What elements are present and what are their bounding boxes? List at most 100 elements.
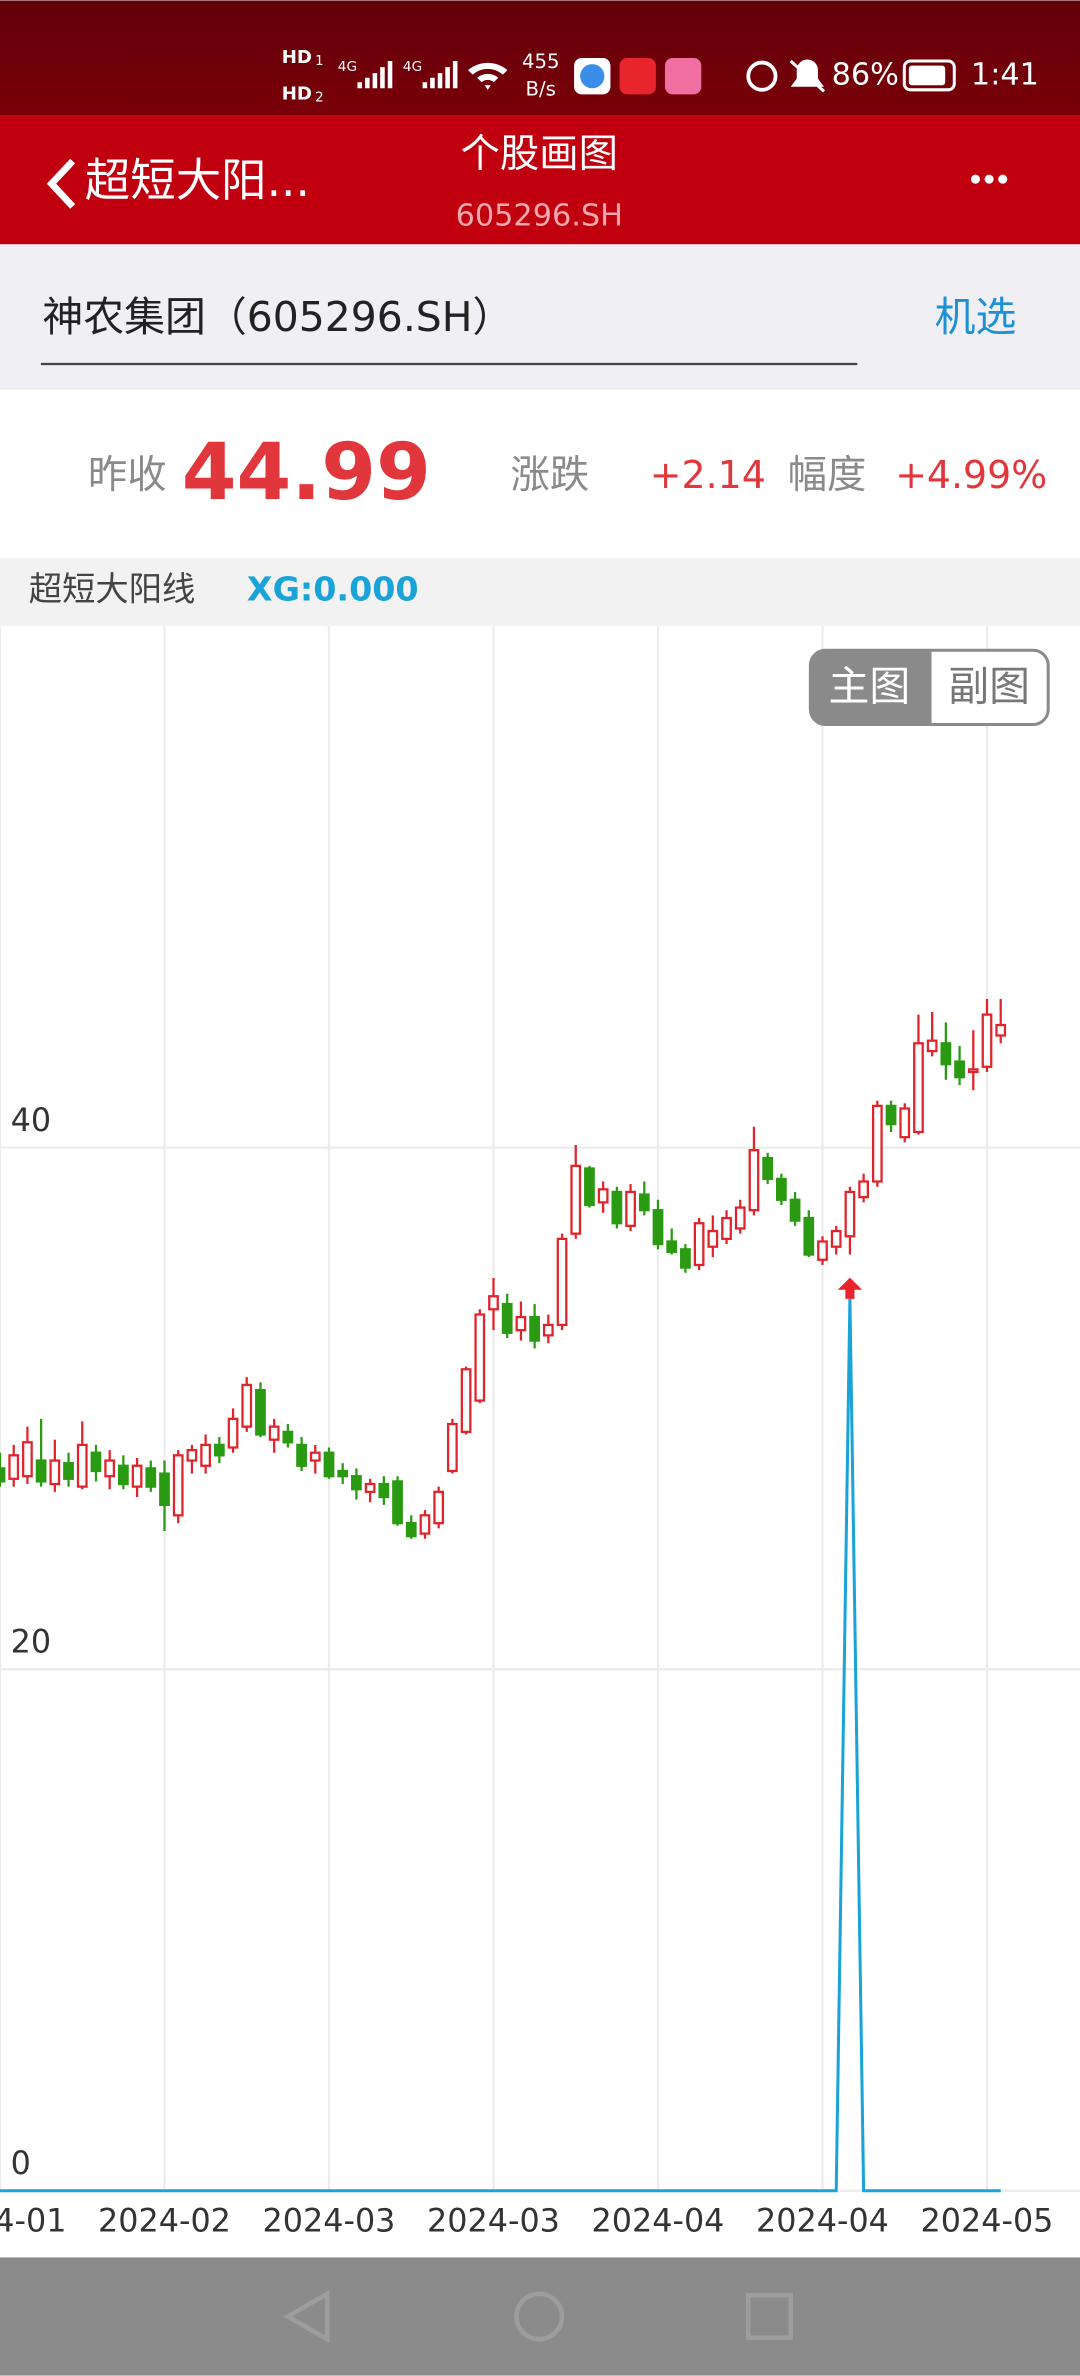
mute-icon [789, 59, 826, 93]
candle-body [172, 1454, 184, 1517]
hd-label: HD [282, 83, 312, 104]
nav-recent[interactable] [746, 2292, 793, 2340]
candle-body [296, 1443, 307, 1467]
candle-body [940, 1042, 952, 1066]
clock: 1:41 [971, 58, 1039, 93]
signal-icon [357, 61, 393, 89]
candle-body [145, 1467, 157, 1488]
candle-body [899, 1107, 911, 1139]
candle-body [913, 1042, 924, 1134]
x-tick-label: 2024-03 [263, 2203, 396, 2240]
candle-body [104, 1459, 116, 1478]
candle-body [474, 1313, 486, 1402]
candle-body [49, 1459, 61, 1486]
y-tick-label: 40 [11, 1102, 51, 1139]
battery-level [908, 65, 946, 86]
candle-body [967, 1068, 979, 1074]
main-chart-tab[interactable]: 主图 [829, 663, 911, 711]
candle-body [76, 1443, 88, 1488]
hd-index: 2 [315, 89, 324, 105]
candle-body [0, 1467, 6, 1483]
candle-body [529, 1315, 540, 1342]
candle-body [200, 1443, 212, 1467]
candle-body [433, 1490, 445, 1525]
candle-body [680, 1248, 691, 1269]
candle-body [35, 1459, 47, 1483]
hd-label: HD [282, 47, 312, 68]
prev-close: 44.99 [182, 426, 431, 518]
candle-body [117, 1464, 129, 1486]
chart-area [0, 626, 1080, 2258]
network-speed: 455 [522, 50, 560, 73]
nav-home[interactable] [514, 2291, 565, 2342]
candle-body [556, 1237, 568, 1327]
wifi-icon [468, 62, 508, 90]
candle-body [392, 1480, 403, 1525]
candle-body [542, 1323, 554, 1337]
page-subtitle: 605296.SH [456, 199, 623, 234]
candle-body [159, 1472, 170, 1507]
back-title[interactable]: 超短大阳... [85, 154, 310, 207]
x-tick-label: 2024-05 [921, 2203, 1054, 2240]
candle-body [186, 1448, 198, 1462]
alarm-icon [746, 60, 778, 92]
candle-body [131, 1464, 143, 1488]
candle-body [652, 1209, 664, 1246]
candle-body [488, 1295, 499, 1311]
network-type: 4G [338, 59, 357, 75]
candle-body [460, 1368, 472, 1433]
candle-body [419, 1514, 431, 1535]
candle-body [501, 1302, 513, 1334]
nav-bar [0, 2257, 1080, 2376]
xg-line [0, 1298, 1001, 2193]
candle-body [748, 1149, 760, 1212]
status-bar [0, 0, 1080, 116]
candle-body [721, 1216, 732, 1241]
candle-body [323, 1451, 335, 1478]
candle-body [844, 1190, 856, 1238]
signal-arrow [837, 1277, 863, 1299]
candle-body [282, 1430, 294, 1444]
nav-back[interactable] [283, 2289, 330, 2344]
candle-body [817, 1240, 828, 1261]
candle-body [693, 1222, 705, 1267]
candle-body [227, 1417, 239, 1449]
candle-body [378, 1482, 390, 1499]
change-value: +2.14 [650, 453, 766, 497]
more-button[interactable] [970, 174, 1008, 184]
y-tick-label: 0 [11, 2145, 31, 2182]
candle-body [268, 1425, 280, 1441]
x-tick-label: 2024-03 [427, 2203, 560, 2240]
pct-label: 幅度 [788, 452, 867, 498]
prev-close-label: 昨收 [88, 452, 167, 498]
pct-value: +4.99% [895, 453, 1047, 497]
battery-icon [902, 59, 956, 92]
candle-body [926, 1039, 938, 1053]
candle-body [364, 1482, 376, 1493]
quote-row [0, 389, 1080, 558]
candle-body [22, 1441, 33, 1478]
speed-unit: B/s [526, 77, 556, 100]
candle-body [90, 1451, 102, 1473]
candle-body [515, 1315, 527, 1332]
battery-percent: 86% [832, 58, 899, 93]
indicator-value: XG:0.000 [247, 570, 419, 609]
pick-button[interactable]: 机选 [935, 293, 1017, 341]
candle-body [405, 1522, 417, 1538]
sub-chart-tab[interactable]: 副图 [948, 663, 1030, 711]
app-icon [619, 58, 656, 95]
candle-body [255, 1389, 266, 1436]
candle-body [995, 1023, 1007, 1037]
back-button[interactable] [46, 158, 76, 209]
change-label: 涨跌 [510, 452, 589, 498]
candle-body [8, 1454, 20, 1480]
candle-body [734, 1206, 746, 1230]
candle-body [351, 1475, 362, 1491]
x-tick-label: 2024-01 [0, 2203, 66, 2240]
candle-body [611, 1190, 623, 1225]
candle-body [241, 1383, 253, 1428]
search-input[interactable]: 神农集团（605296.SH） [42, 293, 513, 341]
plot: 2024-01 2024-02 2024-03 2024-03 2024-04 2024-… [0, 626, 1080, 2240]
candle-body [625, 1190, 636, 1227]
